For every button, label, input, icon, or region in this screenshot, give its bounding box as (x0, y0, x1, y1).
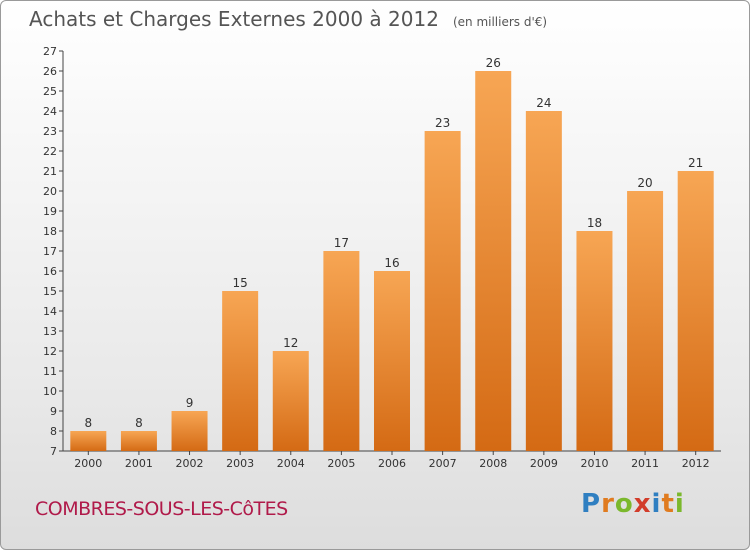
logo-letter: t (661, 489, 675, 519)
x-tick-label: 2010 (580, 457, 608, 470)
x-tick-label: 2006 (378, 457, 406, 470)
data-label-2002: 9 (186, 396, 194, 410)
data-label-2011: 20 (637, 176, 652, 190)
bar-2002 (171, 411, 208, 451)
y-tick-label: 10 (43, 385, 57, 398)
y-tick-label: 22 (43, 145, 57, 158)
data-label-2008: 26 (486, 56, 501, 70)
y-tick-label: 21 (43, 165, 57, 178)
x-tick-label: 2012 (682, 457, 710, 470)
x-tick-label: 2003 (226, 457, 254, 470)
y-tick-label: 26 (43, 65, 57, 78)
bar-2010 (576, 231, 613, 451)
x-tick-label: 2009 (530, 457, 558, 470)
data-label-2009: 24 (536, 96, 551, 110)
logo-letter: i (674, 489, 685, 519)
commune-name: COMBRES-SOUS-LES-CôTES (35, 498, 288, 520)
x-tick-label: 2000 (74, 457, 102, 470)
y-tick-label: 7 (50, 445, 57, 458)
x-tick-label: 2001 (125, 457, 153, 470)
logo-letter: o (614, 489, 634, 519)
y-axis: 7 8 9 10 11 12 13 14 15 16 17 18 19 20 21 22 23 24 25 26 27 (43, 45, 64, 458)
logo-letter: r (601, 489, 615, 519)
y-tick-label: 20 (43, 185, 57, 198)
bar-2005 (323, 251, 360, 451)
logo-letter: i (651, 489, 662, 519)
proxiti-logo[interactable]: Proxiti (581, 489, 685, 519)
y-tick-label: 25 (43, 85, 57, 98)
x-tick-label: 2002 (176, 457, 204, 470)
bar-2007 (424, 131, 461, 451)
data-label-2003: 15 (233, 276, 248, 290)
y-tick-label: 12 (43, 345, 57, 358)
y-tick-label: 23 (43, 125, 57, 138)
bar-2000 (70, 431, 107, 451)
data-label-2010: 18 (587, 216, 602, 230)
bar-2004 (272, 351, 309, 451)
x-tick-label: 2004 (277, 457, 305, 470)
data-label-2006: 16 (384, 256, 399, 270)
bar-2003 (222, 291, 259, 451)
y-tick-label: 24 (43, 105, 57, 118)
data-label-2012: 21 (688, 156, 703, 170)
x-tick-label: 2005 (327, 457, 355, 470)
y-tick-label: 15 (43, 285, 57, 298)
y-tick-label: 9 (50, 405, 57, 418)
bar-2001 (120, 431, 157, 451)
chart-title: Achats et Charges Externes 2000 à 2012 (e… (29, 7, 547, 31)
y-tick-label: 8 (50, 425, 57, 438)
data-label-2001: 8 (135, 416, 143, 430)
bar-2012 (677, 171, 714, 451)
data-label-2004: 12 (283, 336, 298, 350)
y-tick-label: 17 (43, 245, 57, 258)
y-tick-label: 13 (43, 325, 57, 338)
chart-unit: (en milliers d'€) (452, 15, 548, 29)
data-label-2005: 17 (334, 236, 349, 250)
y-tick-label: 18 (43, 225, 57, 238)
bar-2011 (627, 191, 664, 451)
x-tick-label: 2007 (429, 457, 457, 470)
x-axis: 2000 2001 2002 2003 2004 2005 2006 2007 2008 2009… (63, 450, 721, 470)
x-tick-label: 2011 (631, 457, 659, 470)
logo-letter: P (581, 489, 602, 519)
y-tick-label: 19 (43, 205, 57, 218)
y-tick-label: 16 (43, 265, 57, 278)
bar-2009 (525, 111, 562, 451)
data-labels: 8 8 9 15 12 17 16 23 26 24 18 20 21 (84, 56, 703, 430)
bars (70, 71, 714, 451)
y-tick-label: 11 (43, 365, 57, 378)
y-tick-label: 14 (43, 305, 57, 318)
y-tick-label: 27 (43, 45, 57, 58)
x-tick-label: 2008 (479, 457, 507, 470)
data-label-2007: 23 (435, 116, 450, 130)
data-label-2000: 8 (84, 416, 92, 430)
bar-2006 (374, 271, 410, 451)
chart-title-text: Achats et Charges Externes 2000 à 2012 (29, 7, 439, 31)
logo-letter: x (633, 489, 652, 519)
bar-2008 (475, 71, 512, 451)
